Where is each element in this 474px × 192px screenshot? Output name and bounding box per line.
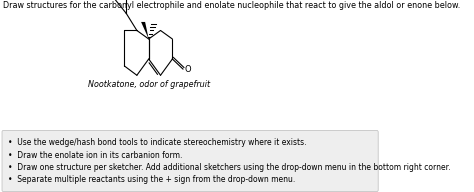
Polygon shape — [141, 22, 149, 39]
Text: Draw structures for the carbonyl electrophile and enolate nucleophile that react: Draw structures for the carbonyl electro… — [3, 1, 460, 10]
Text: •  Draw one structure per sketcher. Add additional sketchers using the drop-down: • Draw one structure per sketcher. Add a… — [8, 163, 451, 172]
Text: •  Use the wedge/hash bond tools to indicate stereochemistry where it exists.: • Use the wedge/hash bond tools to indic… — [8, 138, 307, 147]
FancyBboxPatch shape — [2, 131, 378, 191]
Text: •  Draw the enolate ion in its carbanion form.: • Draw the enolate ion in its carbanion … — [8, 151, 182, 160]
Text: •  Separate multiple reactants using the + sign from the drop-down menu.: • Separate multiple reactants using the … — [8, 175, 295, 185]
Text: Nootkatone, odor of grapefruit: Nootkatone, odor of grapefruit — [88, 80, 210, 89]
Text: O: O — [184, 65, 191, 74]
